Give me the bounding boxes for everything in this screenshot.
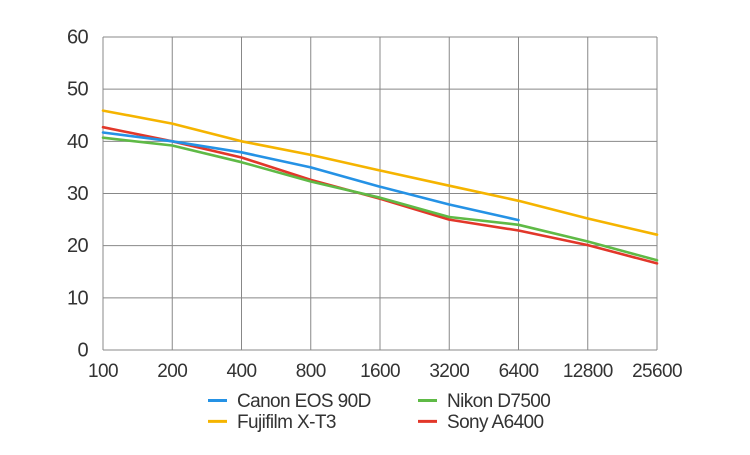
svg-text:0: 0 bbox=[77, 340, 88, 362]
svg-text:60: 60 bbox=[67, 27, 89, 49]
svg-text:Fujifilm X-T3: Fujifilm X-T3 bbox=[237, 412, 336, 433]
svg-text:Sony A6400: Sony A6400 bbox=[447, 412, 544, 433]
svg-text:200: 200 bbox=[157, 361, 187, 382]
svg-text:100: 100 bbox=[88, 361, 118, 382]
svg-text:30: 30 bbox=[67, 183, 89, 205]
svg-text:1600: 1600 bbox=[360, 361, 400, 382]
svg-text:Nikon D7500: Nikon D7500 bbox=[447, 391, 550, 412]
svg-text:25600: 25600 bbox=[632, 361, 682, 382]
svg-text:400: 400 bbox=[227, 361, 257, 382]
svg-text:800: 800 bbox=[296, 361, 326, 382]
svg-text:12800: 12800 bbox=[563, 361, 613, 382]
svg-text:50: 50 bbox=[67, 79, 89, 101]
svg-text:Canon EOS 90D: Canon EOS 90D bbox=[237, 391, 371, 412]
svg-text:10: 10 bbox=[67, 287, 89, 309]
svg-text:20: 20 bbox=[67, 235, 89, 257]
svg-text:40: 40 bbox=[67, 131, 89, 153]
svg-text:6400: 6400 bbox=[499, 361, 539, 382]
svg-text:3200: 3200 bbox=[429, 361, 469, 382]
